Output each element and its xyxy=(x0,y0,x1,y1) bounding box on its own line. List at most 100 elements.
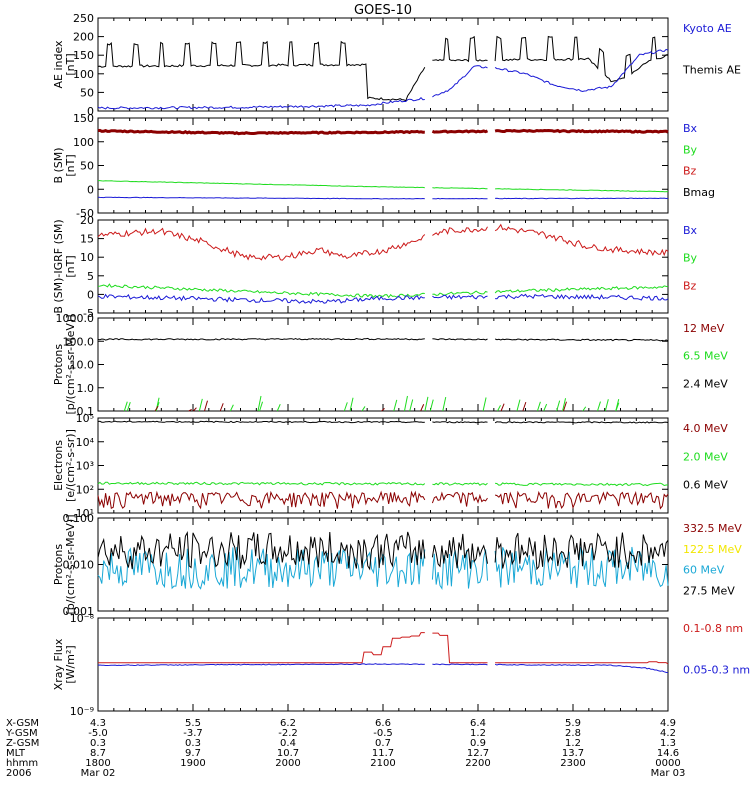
y-tick-label: 10 xyxy=(80,251,94,264)
x-row-label: X-GSM xyxy=(6,718,39,729)
legend-entry: Bz xyxy=(683,279,697,292)
series-line-0-6-mev xyxy=(97,420,425,424)
y-tick-label: 0 xyxy=(87,288,94,301)
series-mark-6-5-mev xyxy=(596,401,601,412)
x-axis-value: 1800 xyxy=(85,758,110,769)
x-row-label: MLT xyxy=(6,748,26,759)
y-tick-label: 5 xyxy=(87,270,94,283)
series-line-0-1-0-8-nm xyxy=(432,632,488,664)
y-tick-label: 10⁻⁸ xyxy=(70,612,95,625)
x-axis-value: 12.7 xyxy=(467,748,489,759)
series-line-0-1-0-8-nm xyxy=(98,632,425,664)
y-tick-label: 0 xyxy=(87,105,94,118)
y-axis-label: B (SM)-IGRF (SM)[nT] xyxy=(52,219,77,313)
series-line-by xyxy=(432,187,488,190)
series-line-0-6-mev xyxy=(432,421,488,424)
y-tick-label: 0.100 xyxy=(63,512,95,525)
y-tick-label: 100 xyxy=(73,136,94,149)
series-line-themis-ae xyxy=(97,40,426,102)
x-axis-value: 2300 xyxy=(560,758,585,769)
x-axis-value: 13.7 xyxy=(562,748,584,759)
series-line-bx xyxy=(97,293,425,305)
legend-entry: 2.4 MeV xyxy=(683,377,728,390)
legend-entry: 12 MeV xyxy=(683,322,725,335)
series-mark-6-5-mev xyxy=(482,397,487,412)
series-line-60-mev xyxy=(431,549,488,590)
legend-entry: 2.0 MeV xyxy=(683,450,728,463)
legend-entry: Kyoto AE xyxy=(683,22,732,35)
series-line-2-0-mev xyxy=(494,482,669,487)
y-axis-label: Protons[p/(cm²-s-sr-MeV)] xyxy=(52,515,77,615)
x-axis-value: 1.2 xyxy=(470,728,486,739)
x-row-label: hhmm xyxy=(6,758,38,769)
series-line-0-05-0-3-nm xyxy=(432,663,488,666)
x-axis-value: 0.3 xyxy=(90,738,106,749)
series-mark-12-mev xyxy=(563,401,567,412)
x-axis-value: 0.9 xyxy=(470,738,486,749)
x-axis-value: 0.3 xyxy=(185,738,201,749)
legend-entry: By xyxy=(683,143,698,156)
series-line-2-4-mev xyxy=(494,338,669,342)
y-tick-label: 20 xyxy=(80,214,94,227)
y-tick-label: 15 xyxy=(80,233,94,246)
series-line-2-4-mev xyxy=(97,337,425,341)
x-axis-value: 0.4 xyxy=(280,738,296,749)
series-mark-12-mev xyxy=(500,403,505,412)
x-axis-value: 2200 xyxy=(465,758,490,769)
series-line-0-1-0-8-nm xyxy=(495,661,669,665)
y-axis-label: Xray Flux[W/m²] xyxy=(52,638,77,690)
series-mark-6-5-mev xyxy=(615,402,620,412)
y-tick-label: 50 xyxy=(80,160,94,173)
series-mark-6-5-mev xyxy=(276,403,281,412)
x-axis-value: 1900 xyxy=(180,758,205,769)
x-axis-value: 6.4 xyxy=(470,718,486,729)
x-axis-value: -2.2 xyxy=(278,728,298,739)
y-axis-label: AE index[nT] xyxy=(52,40,77,89)
series-mark-12-mev xyxy=(193,407,197,412)
series-line-0-05-0-3-nm xyxy=(97,663,425,667)
legend-entry: 0.05-0.3 nm xyxy=(683,664,750,677)
x-axis-value: 6.6 xyxy=(375,718,391,729)
legend-entry: Bmag xyxy=(683,186,715,199)
series-line-2-0-mev xyxy=(432,482,488,486)
x-axis-value: -5.0 xyxy=(88,728,108,739)
y-axis-label: Protons[p/(cm²-s-sr-MeV)] xyxy=(52,315,77,415)
series-mark-12-mev xyxy=(204,400,208,412)
x-axis-value: Mar 03 xyxy=(651,768,686,779)
series-line-bx xyxy=(97,196,425,200)
x-axis-value: 4.9 xyxy=(660,718,676,729)
series-mark-6-5-mev xyxy=(429,399,434,412)
y-axis-label: Electrons[e/(cm²-s-sr)] xyxy=(52,429,77,502)
x-row-label: Y-GSM xyxy=(5,728,38,739)
series-mark-6-5-mev xyxy=(393,399,398,412)
x-axis-value: Mar 02 xyxy=(81,768,116,779)
x-axis-value: 0.7 xyxy=(375,738,391,749)
x-axis-value: 0000 xyxy=(655,758,680,769)
series-mark-12-mev xyxy=(522,401,527,412)
legend-entry: 0.1-0.8 nm xyxy=(683,622,743,635)
series-line-by xyxy=(98,180,425,189)
x-axis-value: 14.6 xyxy=(657,748,679,759)
legend-entry: 332.5 MeV xyxy=(683,522,742,535)
series-line-4-0-mev xyxy=(494,490,669,510)
series-line-themis-ae xyxy=(494,35,669,83)
series-mark-12-mev xyxy=(188,408,192,412)
y-tick-label: 10⁻⁹ xyxy=(70,705,94,718)
series-line-kyoto-ae xyxy=(432,65,488,98)
y-tick-label: 0.1 xyxy=(77,405,95,418)
series-line-27-5-mev xyxy=(431,533,488,569)
legend-entry: 27.5 MeV xyxy=(683,584,735,597)
series-mark-6-5-mev xyxy=(562,398,567,412)
y-tick-label: 150 xyxy=(73,49,94,62)
series-mark-6-5-mev xyxy=(543,403,548,412)
x-axis-value: 4.2 xyxy=(660,728,676,739)
legend-entry: Bx xyxy=(683,224,698,237)
y-tick-label: -50 xyxy=(76,207,94,220)
series-line-0-6-mev xyxy=(494,421,669,424)
y-tick-label: 10⁴ xyxy=(76,436,95,449)
series-mark-6-5-mev xyxy=(403,395,408,412)
series-mark-6-5-mev xyxy=(536,401,541,412)
panel-3: -5 0 5 10 15 20B (SM)-IGRF (SM)[nT] Bx By Bz xyxy=(52,214,698,320)
series-line-bx xyxy=(495,197,669,200)
